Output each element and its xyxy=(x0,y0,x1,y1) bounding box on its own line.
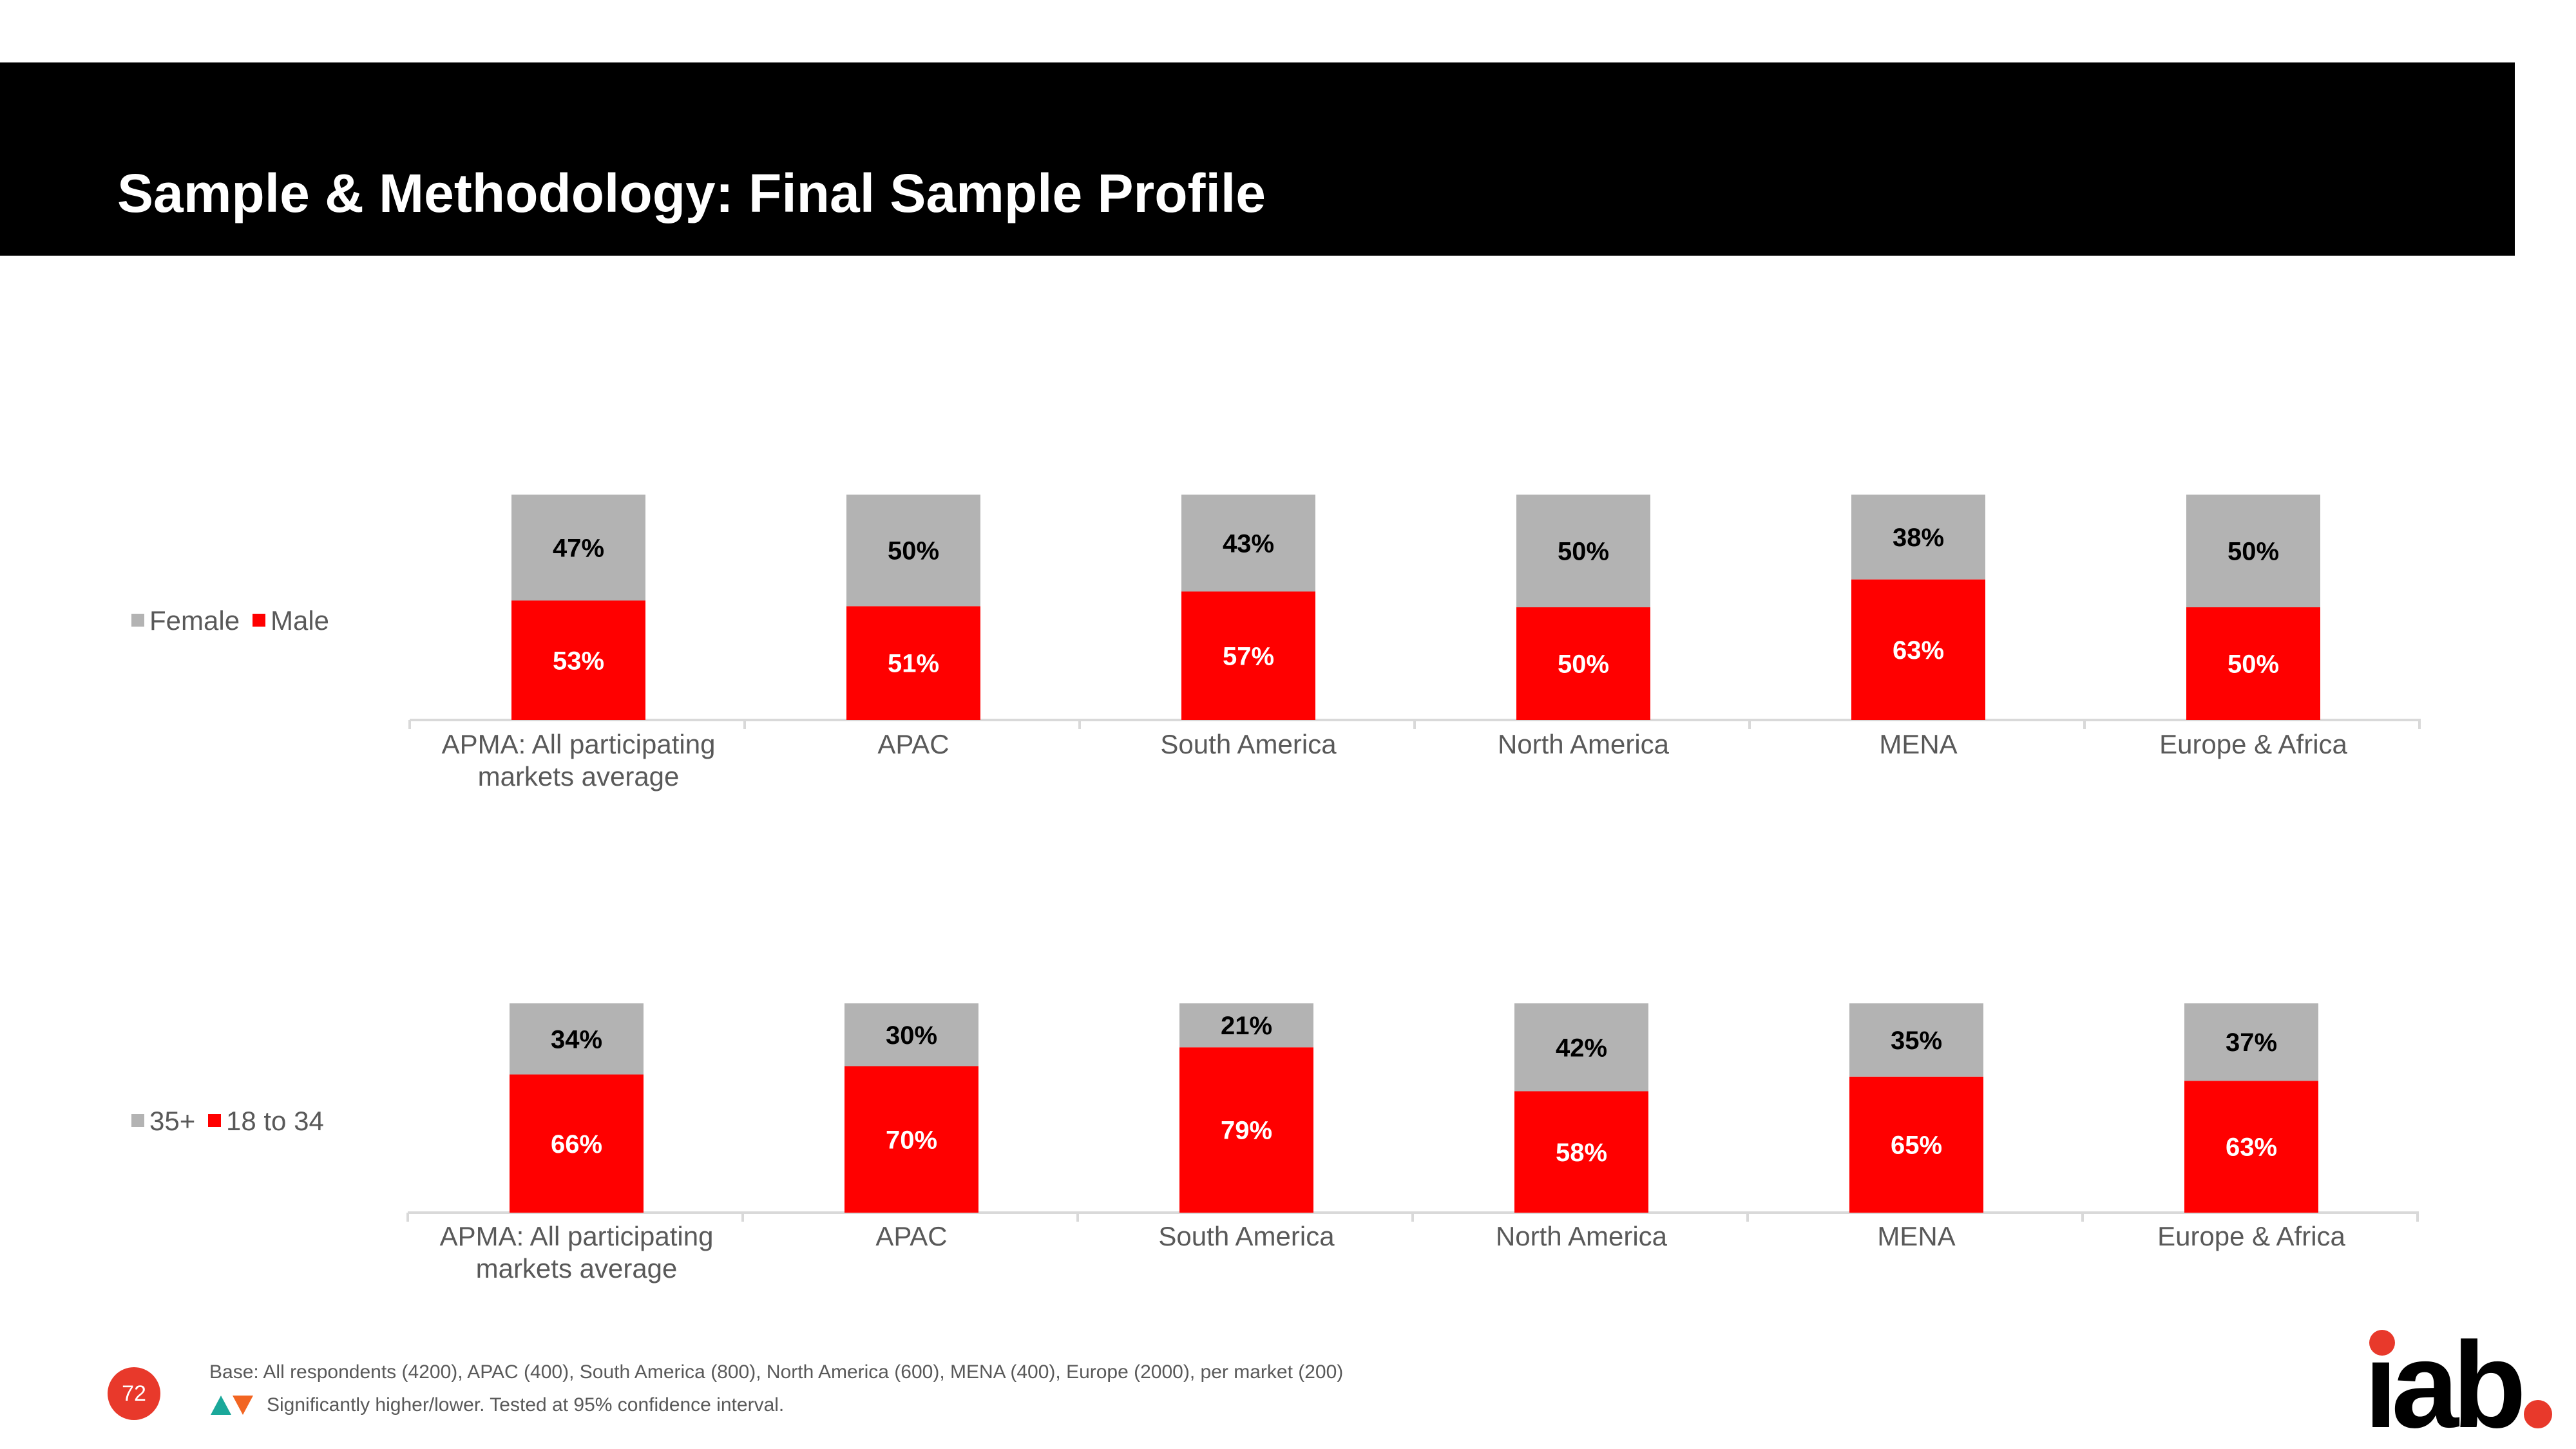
down-arrow-icon xyxy=(233,1396,253,1415)
data-label: 38% xyxy=(1893,524,1944,552)
data-label: 63% xyxy=(2226,1133,2277,1162)
data-label: 21% xyxy=(1221,1012,1272,1040)
category-label: North America xyxy=(1498,729,1670,759)
category-label: MENA xyxy=(1879,729,1957,759)
significance-note: Significantly higher/lower. Tested at 95… xyxy=(267,1394,785,1416)
legend-swatch-35- xyxy=(131,1114,144,1127)
bar-35- xyxy=(1849,1003,1983,1077)
category-label: North America xyxy=(1496,1221,1668,1251)
page-title: Sample & Methodology: Final Sample Profi… xyxy=(117,163,1266,223)
data-label: 50% xyxy=(1558,650,1609,679)
category-label: MENA xyxy=(1877,1221,1955,1251)
bar-female xyxy=(1851,495,1985,580)
bar-female xyxy=(1516,495,1650,607)
bar-18-to-34 xyxy=(1514,1091,1648,1213)
data-label: 50% xyxy=(2228,650,2279,679)
data-label: 65% xyxy=(1891,1131,1942,1159)
bar-18-to-34 xyxy=(1849,1076,1983,1213)
header-bar xyxy=(0,62,2515,256)
bar-male xyxy=(511,600,645,720)
category-label: South America xyxy=(1160,729,1337,759)
category-label: APAC xyxy=(877,729,949,759)
bar-35- xyxy=(1514,1003,1648,1092)
data-label: 51% xyxy=(888,650,939,678)
significance-arrows-icon xyxy=(211,1396,253,1415)
legend-label: Female xyxy=(149,605,240,636)
up-arrow-icon xyxy=(211,1396,231,1415)
data-label: 66% xyxy=(551,1130,602,1159)
data-label: 57% xyxy=(1223,642,1274,670)
legend-label: Male xyxy=(271,605,329,636)
bar-female xyxy=(1181,495,1315,592)
category-label: Europe & Africa xyxy=(2159,729,2347,759)
data-label: 63% xyxy=(1893,636,1944,665)
data-label: 70% xyxy=(886,1126,937,1154)
category-label: South America xyxy=(1158,1221,1335,1251)
data-label: 58% xyxy=(1556,1139,1607,1167)
bar-male xyxy=(846,606,980,720)
bar-male xyxy=(2186,607,2320,720)
data-label: 37% xyxy=(2226,1028,2277,1057)
bar-male xyxy=(1516,607,1650,720)
category-label: APMA: All participating xyxy=(442,729,716,759)
bar-18-to-34 xyxy=(844,1066,978,1213)
data-label: 50% xyxy=(888,537,939,565)
category-label: APMA: All participating xyxy=(440,1221,714,1251)
category-label: Europe & Africa xyxy=(2157,1221,2345,1251)
data-label: 47% xyxy=(553,534,604,562)
category-label: APAC xyxy=(875,1221,947,1251)
category-label: markets average xyxy=(476,1253,678,1283)
data-label: 79% xyxy=(1221,1117,1272,1145)
bar-35- xyxy=(1179,1003,1313,1048)
data-label: 30% xyxy=(886,1021,937,1050)
legend-swatch-female xyxy=(131,614,144,627)
category-label: markets average xyxy=(478,761,680,791)
legend-label: 18 to 34 xyxy=(226,1106,324,1136)
data-label: 50% xyxy=(2228,538,2279,566)
data-label: 50% xyxy=(1558,538,1609,566)
legend-swatch-male xyxy=(253,614,265,627)
bar-18-to-34 xyxy=(2184,1081,2318,1213)
iab-logo: iab xyxy=(2364,1325,2552,1435)
legend-label: 35+ xyxy=(149,1106,195,1136)
bar-female xyxy=(2186,495,2320,607)
legend-swatch-18-to-34 xyxy=(208,1114,221,1127)
data-label: 35% xyxy=(1891,1027,1942,1055)
bar-35- xyxy=(844,1003,978,1066)
bar-female xyxy=(846,495,980,607)
bar-35- xyxy=(510,1003,644,1075)
page-number-badge: 72 xyxy=(108,1367,160,1420)
bar-female xyxy=(511,495,645,601)
base-note: Base: All respondents (4200), APAC (400)… xyxy=(209,1361,1344,1383)
data-label: 53% xyxy=(553,647,604,675)
data-label: 43% xyxy=(1223,529,1274,558)
bar-male xyxy=(1851,579,1985,720)
bar-18-to-34 xyxy=(510,1074,644,1213)
data-label: 34% xyxy=(551,1025,602,1054)
data-label: 42% xyxy=(1556,1034,1607,1062)
bar-male xyxy=(1181,591,1315,720)
bar-35- xyxy=(2184,1003,2318,1081)
bar-18-to-34 xyxy=(1179,1047,1313,1213)
